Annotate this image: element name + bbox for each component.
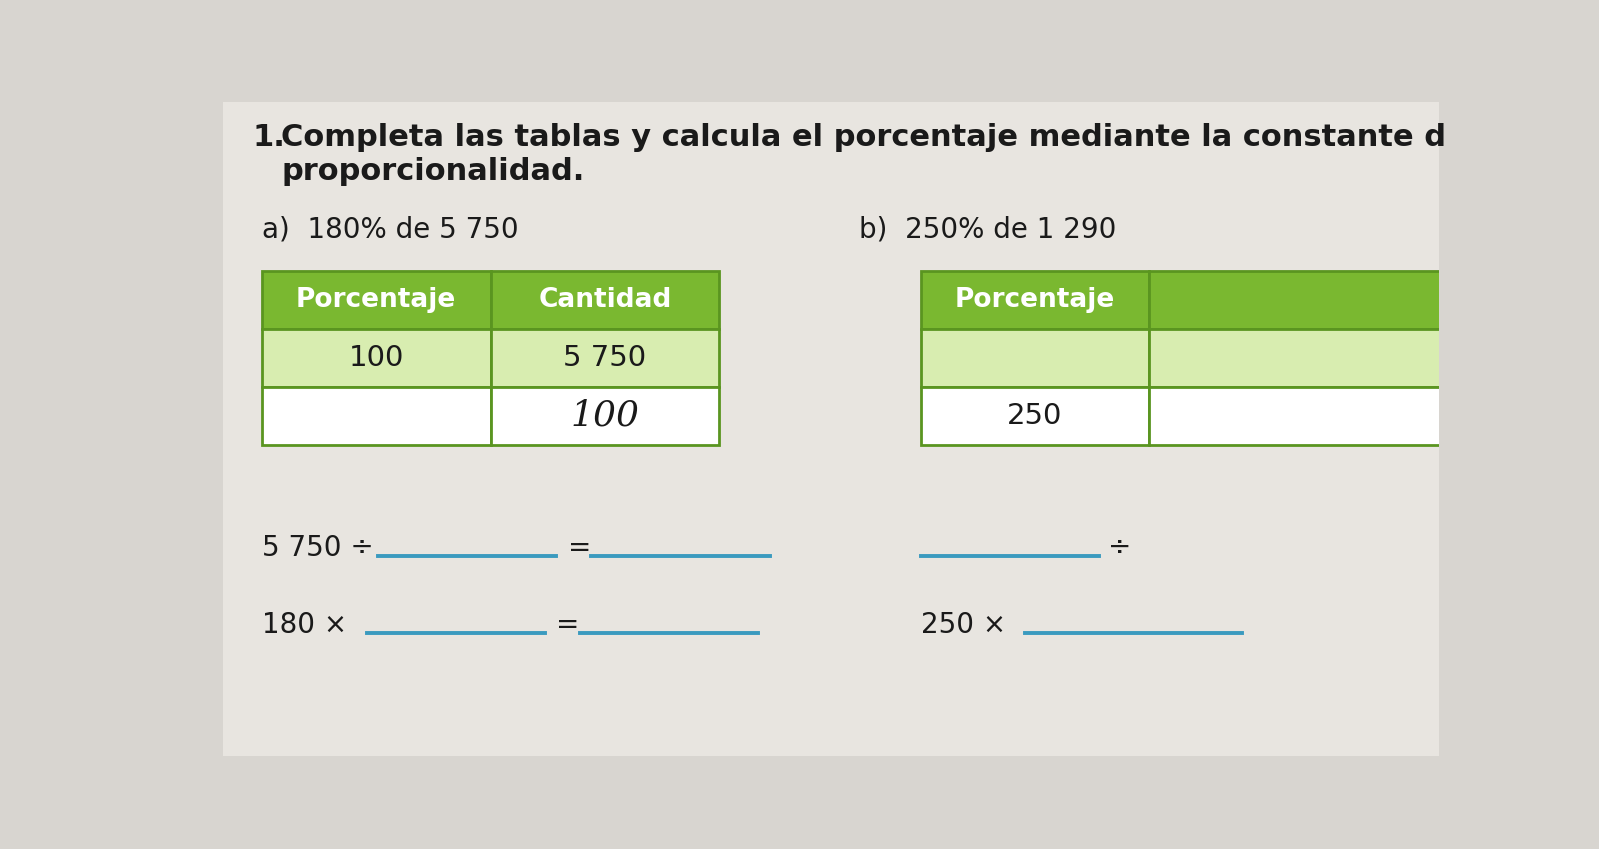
Text: 1.: 1.	[253, 123, 286, 153]
FancyBboxPatch shape	[1150, 272, 1444, 329]
Text: proporcionalidad.: proporcionalidad.	[281, 157, 585, 186]
Text: b)  250% de 1 290: b) 250% de 1 290	[859, 216, 1116, 244]
FancyBboxPatch shape	[262, 329, 491, 387]
FancyBboxPatch shape	[224, 102, 1439, 756]
FancyBboxPatch shape	[921, 272, 1150, 329]
Text: Porcentaje: Porcentaje	[955, 287, 1115, 313]
FancyBboxPatch shape	[1150, 387, 1444, 445]
FancyBboxPatch shape	[262, 387, 491, 445]
Text: 100: 100	[571, 399, 640, 433]
FancyBboxPatch shape	[491, 272, 720, 329]
FancyBboxPatch shape	[491, 329, 720, 387]
Text: Completa las tablas y calcula el porcentaje mediante la constante d: Completa las tablas y calcula el porcent…	[281, 123, 1445, 153]
Text: 5 750 ÷: 5 750 ÷	[262, 535, 374, 563]
Text: 180 ×: 180 ×	[262, 611, 347, 639]
Text: 100: 100	[349, 344, 405, 372]
Text: =: =	[568, 535, 592, 563]
FancyBboxPatch shape	[921, 387, 1150, 445]
Text: 250 ×: 250 ×	[921, 611, 1006, 639]
Text: Cantidad: Cantidad	[539, 287, 672, 313]
Text: ÷: ÷	[1108, 535, 1132, 563]
Text: Porcentaje: Porcentaje	[296, 287, 456, 313]
FancyBboxPatch shape	[1150, 329, 1444, 387]
FancyBboxPatch shape	[921, 329, 1150, 387]
Text: =: =	[556, 611, 580, 639]
FancyBboxPatch shape	[262, 272, 491, 329]
Text: a)  180% de 5 750: a) 180% de 5 750	[262, 216, 518, 244]
Text: 5 750: 5 750	[563, 344, 646, 372]
Text: 250: 250	[1007, 402, 1063, 430]
FancyBboxPatch shape	[491, 387, 720, 445]
